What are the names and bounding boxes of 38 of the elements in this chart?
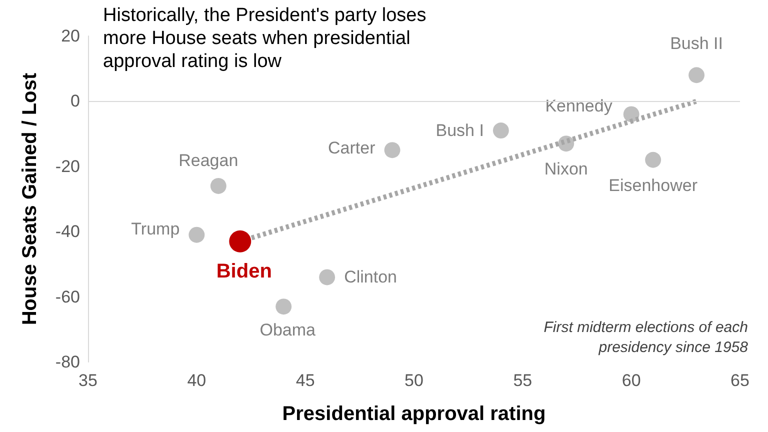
point	[645, 152, 662, 168]
x-tick-label: 60	[622, 371, 641, 390]
data-label: Biden	[216, 260, 272, 282]
data-label: Carter	[328, 138, 376, 158]
y-axis-title: House Seats Gained / Lost	[19, 72, 41, 326]
point	[210, 178, 226, 194]
point	[623, 106, 640, 122]
x-tick-label: 50	[404, 371, 424, 390]
data-label: Clinton	[344, 268, 397, 287]
data-label: Bush I	[436, 121, 484, 140]
y-tick-label: -20	[55, 156, 80, 176]
point	[319, 269, 336, 286]
point	[188, 226, 205, 243]
data-label: Trump	[131, 219, 180, 238]
x-axis-title: Presidential approval rating	[282, 403, 546, 425]
y-tick-label: -80	[55, 352, 80, 372]
point	[688, 67, 705, 84]
x-tick-label: 40	[187, 371, 206, 390]
y-tick-label: 20	[61, 26, 80, 46]
x-tick-label: 55	[513, 371, 532, 390]
data-label: Nixon	[544, 160, 588, 179]
y-tick-label: -40	[55, 222, 80, 242]
x-tick-label: 65	[730, 371, 750, 390]
point	[276, 298, 292, 315]
annotation: First midterm elections of each presidency since 1958	[542, 318, 748, 358]
point	[229, 230, 252, 252]
chart-title: Historically, the President's party loses more House seats when presidential approval rating is low	[103, 4, 428, 73]
data-label: Reagan	[178, 150, 238, 170]
data-label: Kennedy	[545, 96, 613, 116]
data-label: Eisenhower	[608, 176, 698, 195]
y-tick-label: -60	[55, 287, 80, 306]
point	[384, 142, 400, 158]
x-tick-label: 45	[296, 371, 315, 390]
data-label: Bush II	[670, 34, 723, 54]
data-label: Obama	[260, 320, 316, 340]
point	[492, 122, 509, 139]
x-tick-label: 35	[78, 371, 98, 390]
y-tick-label: 0	[70, 92, 80, 111]
